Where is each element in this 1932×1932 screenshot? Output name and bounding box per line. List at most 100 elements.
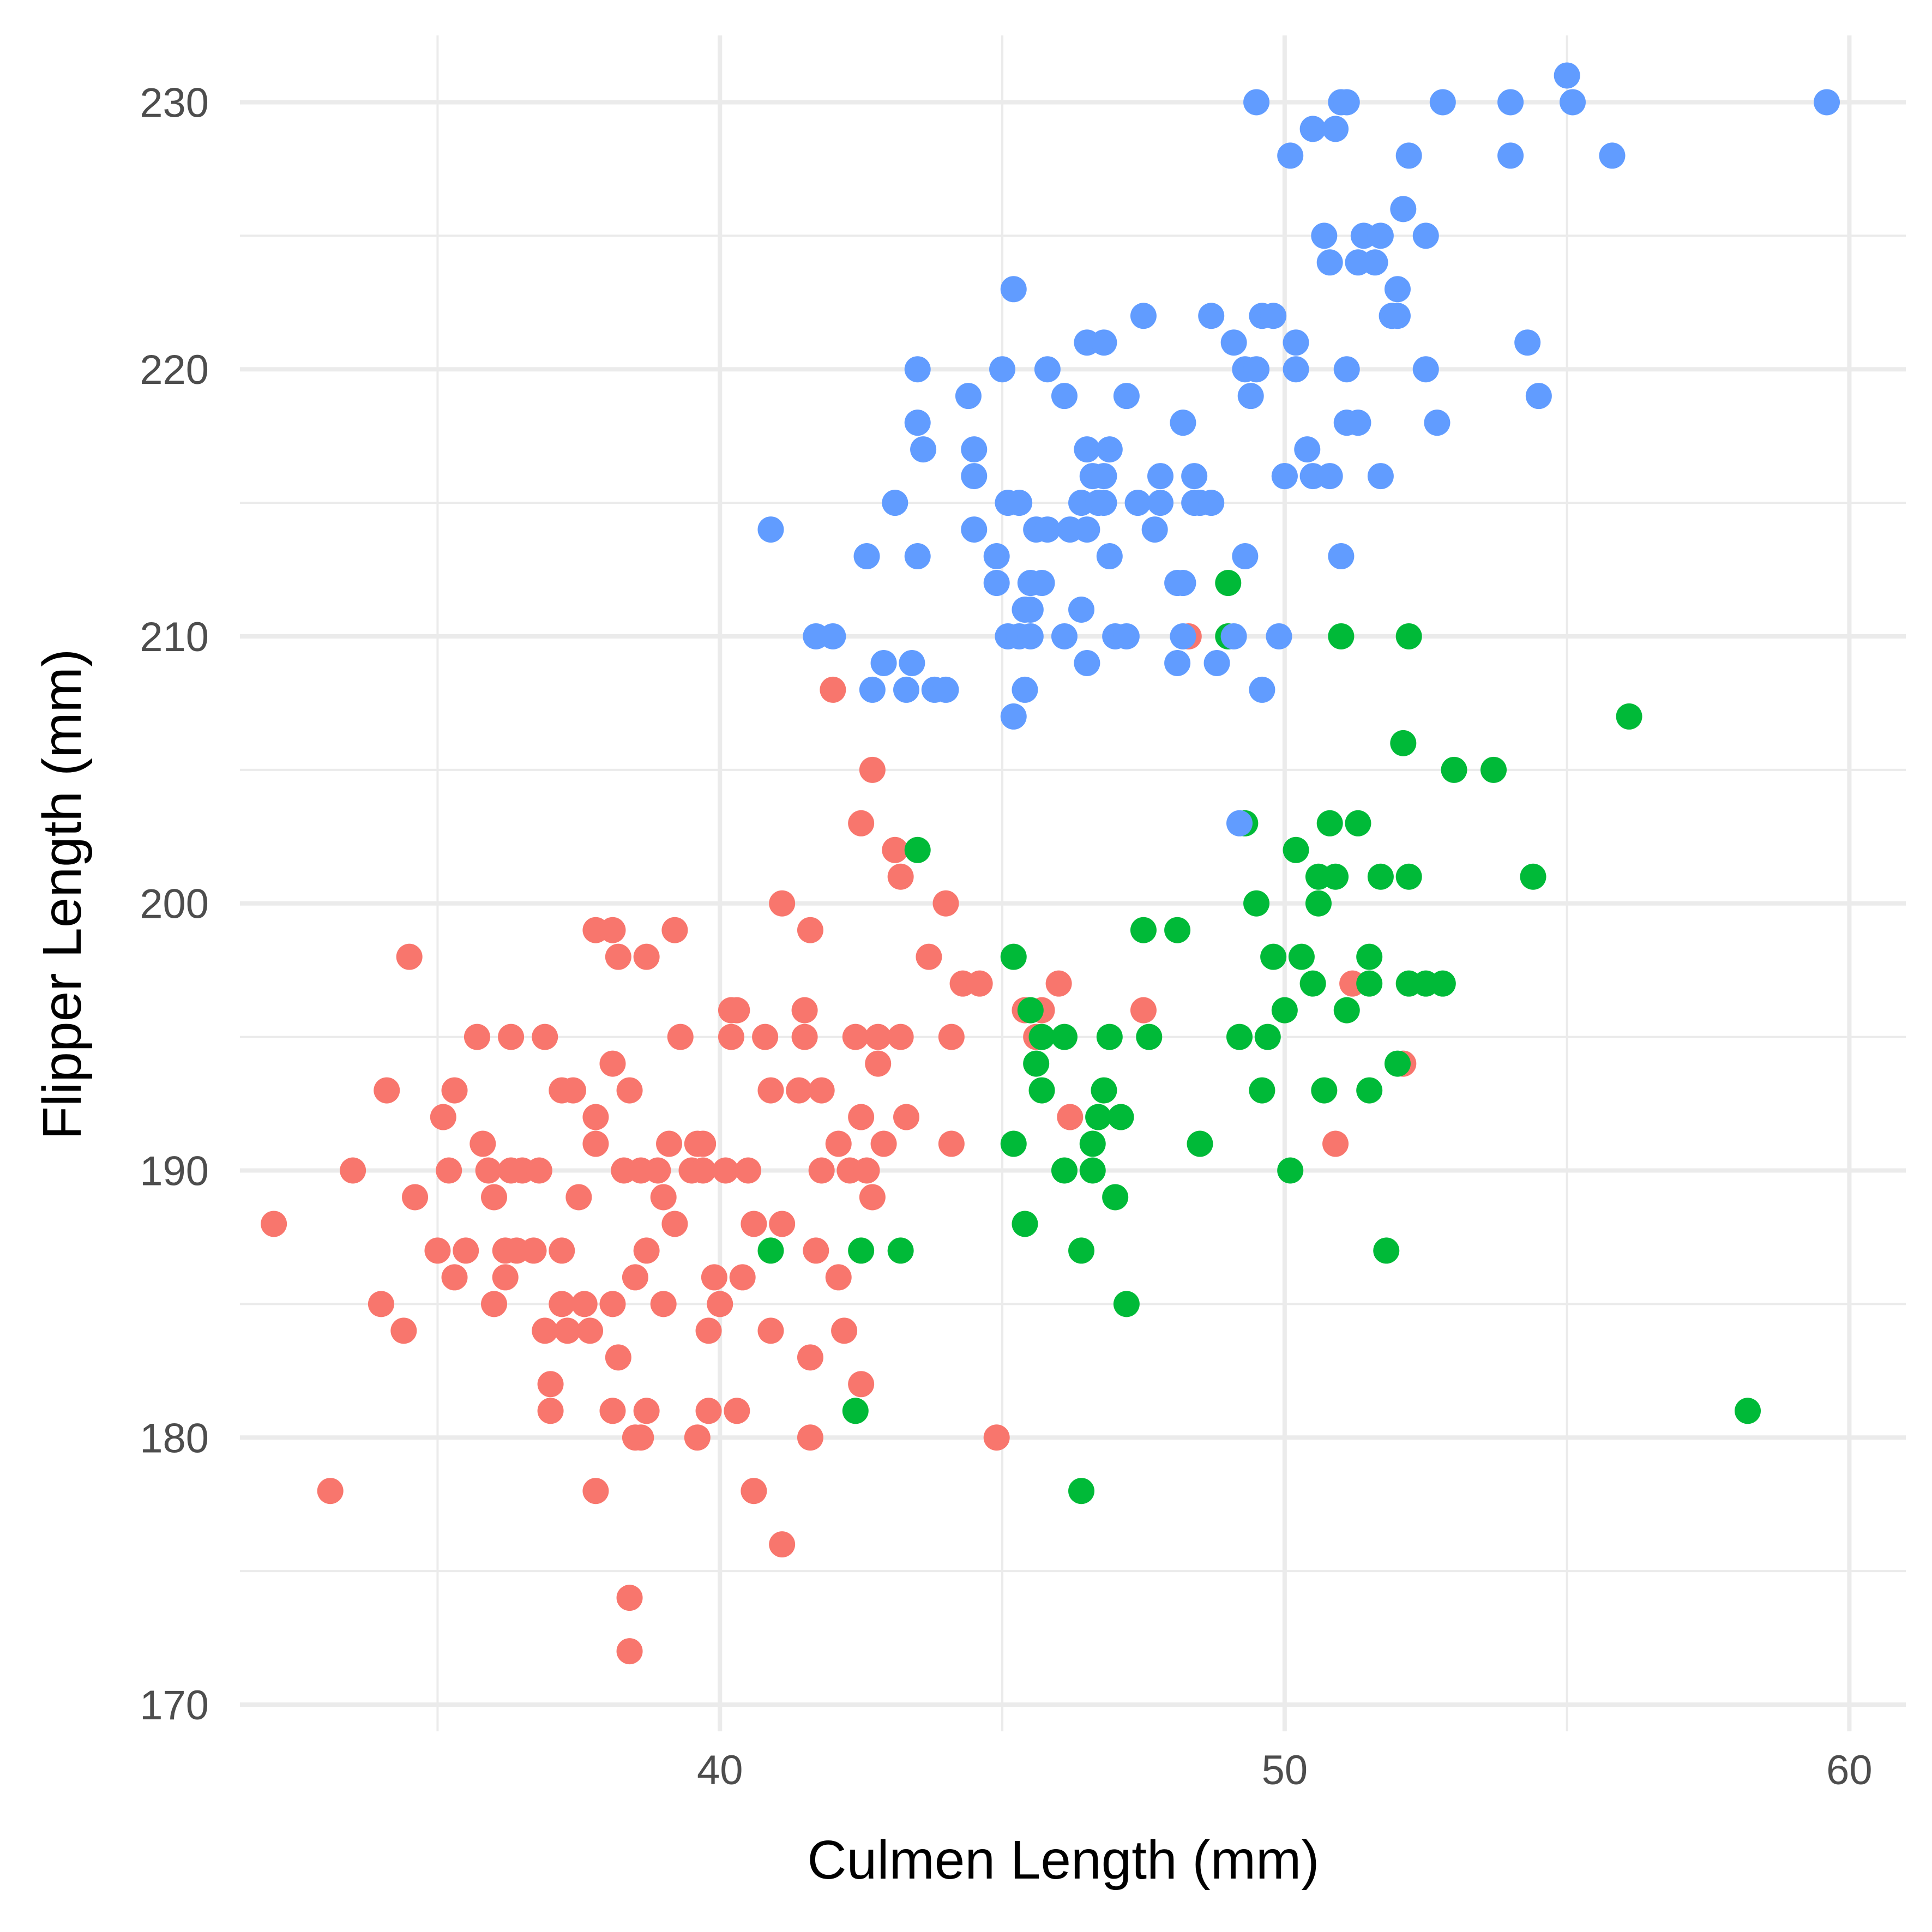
data-point bbox=[1000, 1130, 1027, 1157]
data-point bbox=[757, 1317, 784, 1344]
data-point bbox=[1170, 570, 1196, 597]
data-point bbox=[932, 890, 959, 917]
data-point bbox=[464, 1024, 490, 1050]
data-point bbox=[645, 1157, 671, 1184]
data-point bbox=[661, 917, 688, 943]
data-point bbox=[690, 1130, 717, 1157]
data-point bbox=[1147, 463, 1174, 490]
x-tick-labels: 40 50 60 bbox=[697, 1747, 1873, 1793]
data-point bbox=[1288, 943, 1315, 970]
data-point bbox=[1091, 1077, 1117, 1104]
data-point bbox=[842, 1024, 869, 1050]
data-point bbox=[859, 1184, 886, 1211]
data-point bbox=[1108, 1104, 1134, 1130]
data-point bbox=[537, 1371, 564, 1398]
data-point bbox=[667, 1024, 694, 1050]
data-point bbox=[887, 863, 914, 890]
y-tick-label: 200 bbox=[140, 881, 209, 928]
data-point bbox=[1412, 356, 1439, 383]
data-point bbox=[1299, 970, 1326, 997]
data-point bbox=[582, 1478, 609, 1504]
y-tick-label: 180 bbox=[140, 1415, 209, 1461]
data-point bbox=[599, 917, 626, 943]
data-point bbox=[1113, 383, 1140, 410]
data-point bbox=[718, 1024, 744, 1050]
data-point bbox=[904, 356, 931, 383]
data-point bbox=[1012, 1211, 1038, 1237]
data-point bbox=[1079, 1130, 1106, 1157]
data-point bbox=[633, 1237, 660, 1264]
data-point bbox=[1271, 463, 1298, 490]
data-point bbox=[526, 1157, 552, 1184]
data-point bbox=[701, 1264, 727, 1291]
data-point bbox=[1237, 383, 1264, 410]
data-point bbox=[724, 997, 750, 1024]
data-point bbox=[1333, 356, 1360, 383]
data-point bbox=[1068, 1478, 1095, 1504]
data-point bbox=[498, 1024, 525, 1050]
data-point bbox=[1000, 276, 1027, 303]
data-point bbox=[729, 1264, 756, 1291]
data-point bbox=[1249, 1077, 1275, 1104]
data-point bbox=[441, 1264, 468, 1291]
data-point bbox=[1384, 276, 1411, 303]
data-point bbox=[808, 1157, 835, 1184]
data-point bbox=[396, 943, 423, 970]
data-point bbox=[899, 649, 925, 676]
data-point bbox=[1187, 1130, 1213, 1157]
data-point bbox=[1277, 142, 1304, 169]
data-point bbox=[1412, 222, 1439, 249]
data-point bbox=[1051, 623, 1078, 649]
data-point bbox=[537, 1398, 564, 1424]
data-point bbox=[605, 1344, 631, 1371]
data-point bbox=[549, 1237, 575, 1264]
data-points bbox=[261, 62, 1840, 1665]
data-point bbox=[1395, 623, 1422, 649]
x-tick-label: 50 bbox=[1262, 1747, 1308, 1793]
data-point bbox=[757, 1237, 784, 1264]
data-point bbox=[1096, 543, 1123, 570]
y-axis-title: Flipper Length (mm) bbox=[32, 649, 93, 1140]
data-point bbox=[1147, 490, 1174, 516]
data-point bbox=[1283, 356, 1309, 383]
data-point bbox=[887, 1237, 914, 1264]
data-point bbox=[1441, 756, 1467, 783]
data-point bbox=[1616, 703, 1642, 730]
data-point bbox=[932, 676, 959, 703]
data-point bbox=[560, 1077, 586, 1104]
data-point bbox=[605, 943, 631, 970]
data-point bbox=[741, 1478, 767, 1504]
data-point bbox=[859, 676, 886, 703]
data-point bbox=[582, 1130, 609, 1157]
data-point bbox=[1068, 1237, 1095, 1264]
data-point bbox=[656, 1130, 683, 1157]
data-point bbox=[786, 1077, 812, 1104]
data-point bbox=[1096, 436, 1123, 463]
data-point bbox=[695, 1317, 722, 1344]
data-point bbox=[1554, 62, 1580, 89]
data-point bbox=[1560, 89, 1586, 116]
data-point bbox=[1497, 142, 1524, 169]
data-point bbox=[797, 1424, 823, 1451]
data-point bbox=[1345, 410, 1371, 436]
data-point bbox=[904, 410, 931, 436]
data-point bbox=[1028, 1077, 1055, 1104]
data-point bbox=[1136, 1024, 1163, 1050]
data-point bbox=[1322, 1130, 1349, 1157]
data-point bbox=[848, 810, 875, 836]
data-point bbox=[1305, 890, 1332, 917]
data-point bbox=[1328, 623, 1355, 649]
data-point bbox=[1283, 836, 1309, 863]
data-point bbox=[633, 943, 660, 970]
data-point bbox=[582, 1104, 609, 1130]
data-point bbox=[650, 1291, 677, 1317]
data-point bbox=[1373, 1237, 1400, 1264]
data-point bbox=[870, 1130, 897, 1157]
data-point bbox=[1141, 516, 1168, 543]
data-point bbox=[1017, 596, 1044, 623]
data-point bbox=[1395, 863, 1422, 890]
data-point bbox=[1170, 410, 1196, 436]
data-point bbox=[769, 1531, 796, 1558]
